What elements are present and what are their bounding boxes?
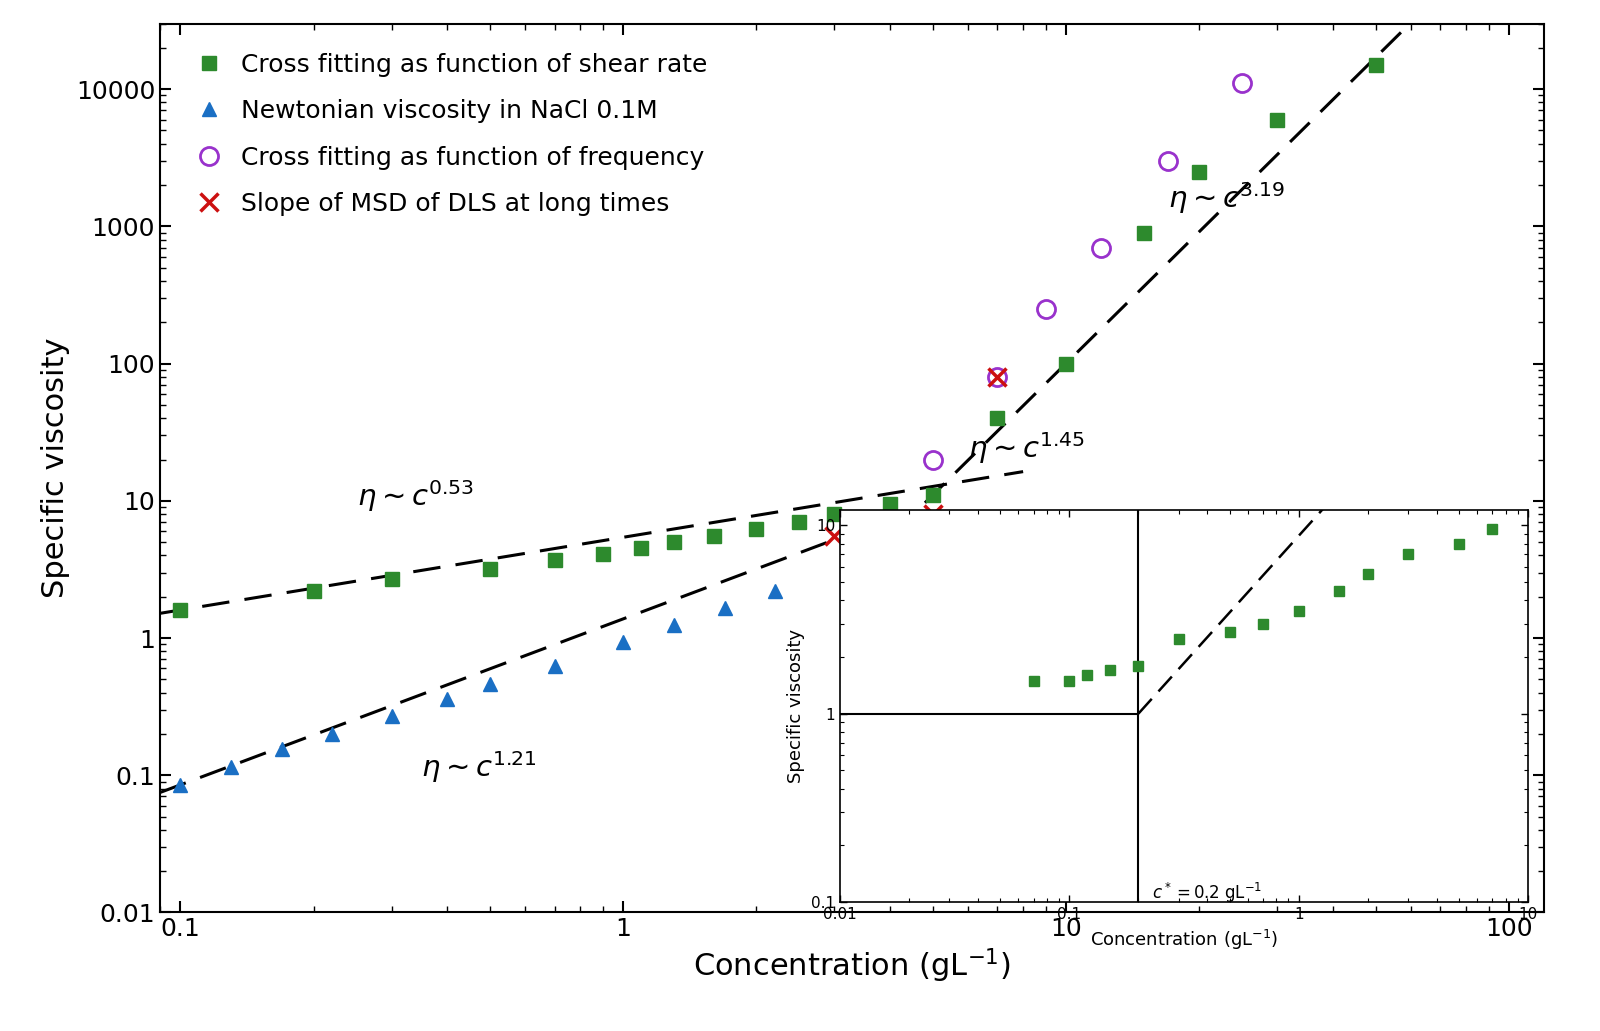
Line: Slope of MSD of DLS at long times: Slope of MSD of DLS at long times bbox=[826, 368, 1006, 545]
Newtonian viscosity in NaCl 0.1M bbox=[546, 660, 565, 672]
Cross fitting as function of shear rate bbox=[1267, 113, 1286, 126]
Cross fitting as function of shear rate bbox=[826, 508, 845, 521]
Newtonian viscosity in NaCl 0.1M bbox=[765, 585, 784, 597]
Cross fitting as function of frequency bbox=[1158, 155, 1178, 167]
X-axis label: Concentration (gL$^{-1}$): Concentration (gL$^{-1}$) bbox=[1090, 928, 1278, 952]
Newtonian viscosity in NaCl 0.1M bbox=[272, 743, 291, 756]
Text: $\eta \sim c^{3.19}$: $\eta \sim c^{3.19}$ bbox=[1168, 179, 1285, 215]
Cross fitting as function of shear rate bbox=[594, 547, 613, 560]
Text: $\eta \sim c^{0.53}$: $\eta \sim c^{0.53}$ bbox=[357, 478, 474, 514]
Cross fitting as function of shear rate bbox=[480, 563, 499, 575]
Newtonian viscosity in NaCl 0.1M bbox=[171, 778, 190, 791]
Cross fitting as function of shear rate bbox=[987, 412, 1006, 425]
Cross fitting as function of frequency bbox=[1091, 241, 1110, 254]
Cross fitting as function of shear rate bbox=[923, 489, 942, 501]
Cross fitting as function of shear rate bbox=[304, 585, 323, 597]
Cross fitting as function of frequency bbox=[1037, 303, 1056, 315]
Newtonian viscosity in NaCl 0.1M bbox=[715, 602, 734, 614]
Slope of MSD of DLS at long times bbox=[987, 371, 1006, 384]
Slope of MSD of DLS at long times bbox=[923, 508, 942, 521]
Newtonian viscosity in NaCl 0.1M bbox=[437, 693, 456, 705]
Text: $c^*= 0.2$ gL$^{-1}$: $c^*= 0.2$ gL$^{-1}$ bbox=[1152, 880, 1262, 905]
Text: $\eta \sim c^{1.45}$: $\eta \sim c^{1.45}$ bbox=[968, 430, 1085, 466]
Cross fitting as function of frequency bbox=[923, 454, 942, 466]
Line: Newtonian viscosity in NaCl 0.1M: Newtonian viscosity in NaCl 0.1M bbox=[173, 585, 782, 792]
Legend: Cross fitting as function of shear rate, Newtonian viscosity in NaCl 0.1M, Cross: Cross fitting as function of shear rate,… bbox=[186, 45, 715, 224]
Y-axis label: Specific viscosity: Specific viscosity bbox=[42, 338, 70, 598]
Cross fitting as function of shear rate bbox=[632, 542, 651, 555]
Newtonian viscosity in NaCl 0.1M bbox=[221, 761, 240, 773]
Cross fitting as function of shear rate bbox=[790, 516, 810, 528]
Newtonian viscosity in NaCl 0.1M bbox=[382, 710, 402, 723]
Newtonian viscosity in NaCl 0.1M bbox=[480, 678, 499, 691]
Cross fitting as function of shear rate bbox=[546, 554, 565, 566]
Cross fitting as function of frequency bbox=[987, 371, 1006, 384]
Cross fitting as function of frequency bbox=[1232, 77, 1251, 90]
Newtonian viscosity in NaCl 0.1M bbox=[664, 619, 683, 631]
Cross fitting as function of shear rate bbox=[382, 572, 402, 585]
Line: Cross fitting as function of shear rate: Cross fitting as function of shear rate bbox=[173, 58, 1382, 617]
Y-axis label: Specific viscosity: Specific viscosity bbox=[787, 629, 805, 784]
Cross fitting as function of shear rate bbox=[1366, 59, 1386, 71]
Cross fitting as function of shear rate bbox=[747, 523, 766, 535]
Text: $\eta \sim c^{1.21}$: $\eta \sim c^{1.21}$ bbox=[421, 750, 538, 785]
Line: Cross fitting as function of frequency: Cross fitting as function of frequency bbox=[923, 74, 1251, 468]
Cross fitting as function of shear rate bbox=[1190, 166, 1210, 178]
Cross fitting as function of shear rate bbox=[664, 536, 683, 548]
Cross fitting as function of shear rate bbox=[171, 604, 190, 617]
Cross fitting as function of shear rate bbox=[1134, 227, 1154, 239]
Cross fitting as function of shear rate bbox=[704, 530, 723, 542]
Cross fitting as function of shear rate bbox=[880, 498, 899, 510]
Newtonian viscosity in NaCl 0.1M bbox=[322, 728, 341, 740]
Slope of MSD of DLS at long times bbox=[826, 530, 845, 542]
Newtonian viscosity in NaCl 0.1M bbox=[613, 636, 632, 648]
X-axis label: Concentration (gL$^{-1}$): Concentration (gL$^{-1}$) bbox=[693, 946, 1011, 986]
Cross fitting as function of shear rate bbox=[1056, 358, 1075, 370]
